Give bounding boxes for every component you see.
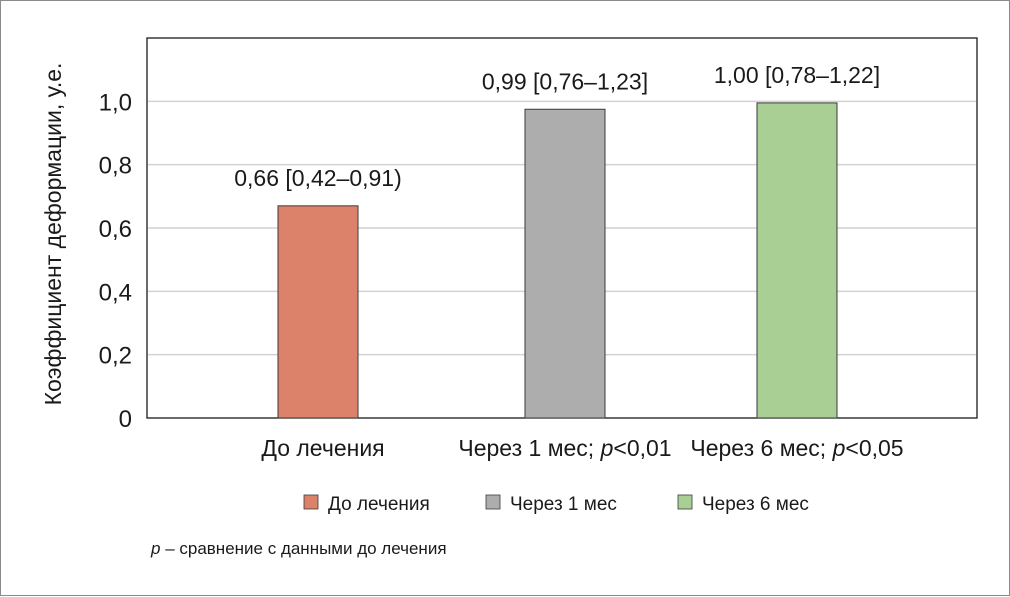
footnote-p-symbol: p — [150, 539, 160, 558]
y-axis-label: Коэффициент деформации, у.е. — [40, 63, 66, 406]
legend-swatch — [303, 494, 319, 510]
legend-swatch — [485, 494, 501, 510]
category-p-symbol: p — [832, 435, 846, 461]
category-p-value: <0,05 — [845, 435, 903, 461]
category-p-value: <0,01 — [613, 435, 671, 461]
category-text: Через 1 мес; — [458, 435, 600, 461]
bar-value-label: 0,66 [0,42–0,91) — [234, 165, 402, 191]
category-p-symbol: p — [600, 435, 614, 461]
bar — [277, 205, 359, 419]
y-tick-label: 0,8 — [99, 153, 132, 180]
x-axis-categories: До лечения Через 1 мес; p<0,01 Через 6 мес… — [261, 435, 903, 461]
bar — [756, 102, 838, 419]
bar — [524, 108, 606, 419]
category-text: Через 6 мес; — [690, 435, 832, 461]
bar-value-label: 0,99 [0,76–1,23] — [482, 68, 648, 94]
bar-value-labels: 0,66 [0,42–0,91) 0,99 [0,76–1,23] 1,00 [0,… — [234, 62, 880, 191]
footnote: p – сравнение с данными до лечения — [150, 539, 447, 558]
legend-label: До лечения — [328, 494, 430, 515]
x-category-label: Через 1 мес; p<0,01 — [458, 435, 671, 461]
bars — [277, 102, 838, 419]
y-axis-ticks: 0 0,2 0,4 0,6 0,8 1,0 — [99, 89, 132, 433]
legend: До лечения Через 1 мес Через 6 мес — [303, 494, 809, 515]
bar-value-label: 1,00 [0,78–1,22] — [714, 62, 880, 88]
y-tick-label: 1,0 — [99, 89, 132, 116]
y-tick-label: 0 — [119, 406, 132, 433]
x-category-label: До лечения — [261, 435, 384, 461]
category-text: До лечения — [261, 435, 384, 461]
legend-swatch — [677, 494, 693, 510]
y-tick-label: 0,6 — [99, 216, 132, 243]
x-category-label: Через 6 мес; p<0,05 — [690, 435, 903, 461]
footnote-text: – сравнение с данными до лечения — [160, 539, 446, 558]
legend-label: Через 1 мес — [510, 494, 617, 515]
legend-label: Через 6 мес — [702, 494, 809, 515]
y-tick-label: 0,2 — [99, 343, 132, 370]
y-tick-label: 0,4 — [99, 279, 132, 306]
